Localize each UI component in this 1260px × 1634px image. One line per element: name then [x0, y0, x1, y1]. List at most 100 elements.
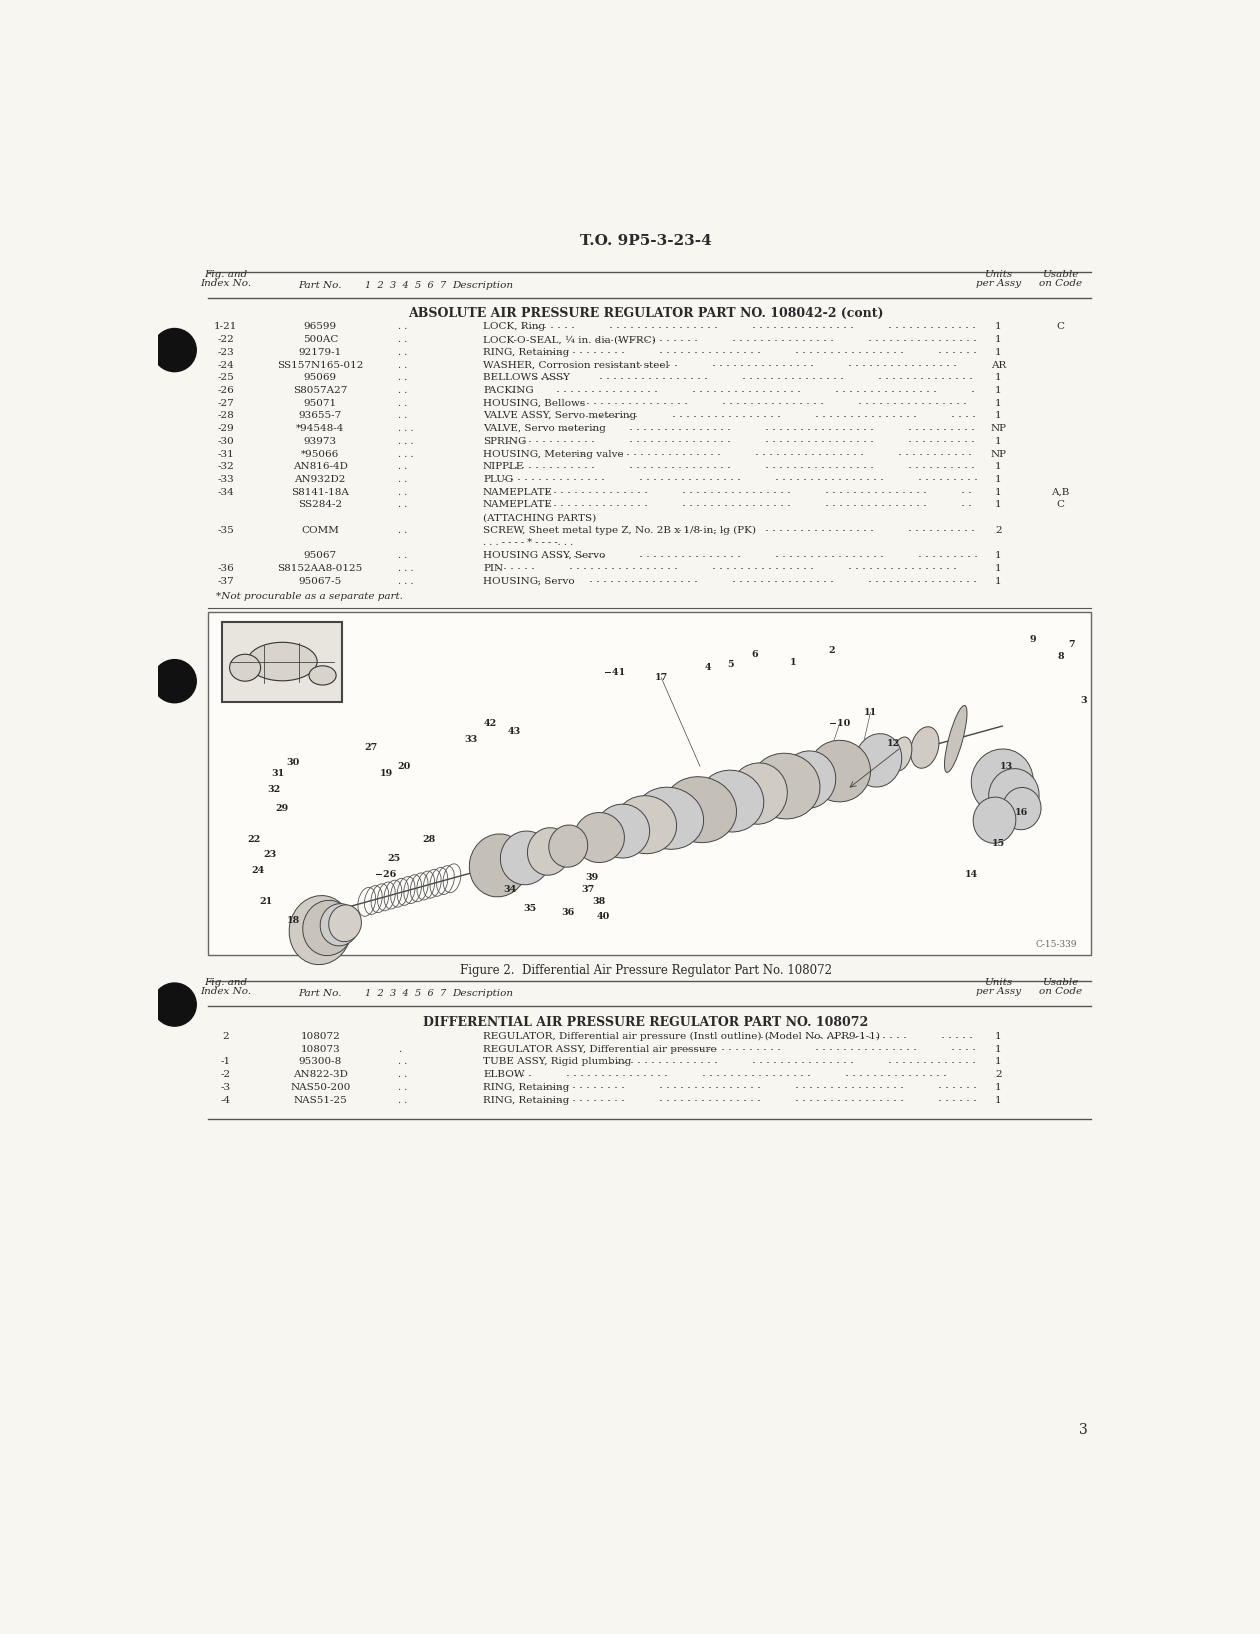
Text: 4: 4	[704, 663, 711, 672]
Ellipse shape	[528, 828, 571, 876]
Text: NP: NP	[990, 425, 1007, 433]
Text: 92179-1: 92179-1	[299, 348, 341, 356]
Text: 1: 1	[995, 577, 1002, 585]
Text: *95066: *95066	[301, 449, 339, 459]
Text: -31: -31	[217, 449, 234, 459]
Text: 95067-5: 95067-5	[299, 577, 341, 585]
Text: -2: -2	[220, 1070, 231, 1078]
Text: 12: 12	[887, 739, 901, 748]
Text: TUBE ASSY, Rigid plumbing: TUBE ASSY, Rigid plumbing	[483, 1057, 631, 1067]
Ellipse shape	[615, 796, 677, 853]
Text: −10: −10	[829, 719, 851, 729]
Text: -33: -33	[217, 475, 234, 484]
Circle shape	[152, 328, 197, 371]
Text: . . .: . . .	[398, 436, 413, 446]
Ellipse shape	[971, 748, 1033, 814]
Text: 2: 2	[828, 647, 835, 655]
Text: 20: 20	[397, 761, 411, 771]
Text: 29: 29	[275, 804, 289, 814]
Ellipse shape	[500, 832, 551, 884]
Text: 1: 1	[995, 373, 1002, 382]
Text: -22: -22	[217, 335, 234, 345]
Text: 1-21: 1-21	[214, 322, 237, 332]
Text: ABSOLUTE AIR PRESSURE REGULATOR PART NO. 108042-2 (cont): ABSOLUTE AIR PRESSURE REGULATOR PART NO.…	[408, 307, 883, 320]
Text: 16: 16	[1016, 807, 1028, 817]
Text: NAS51-25: NAS51-25	[294, 1095, 347, 1105]
Text: S8057A27: S8057A27	[294, 386, 348, 395]
Text: *94548-4: *94548-4	[296, 425, 344, 433]
Text: AN822-3D: AN822-3D	[292, 1070, 348, 1078]
Ellipse shape	[973, 797, 1016, 843]
Ellipse shape	[329, 905, 362, 941]
Text: 18: 18	[286, 915, 300, 925]
Text: 40: 40	[596, 912, 610, 922]
Text: 3: 3	[1079, 1423, 1087, 1436]
Ellipse shape	[634, 788, 703, 850]
Text: WASHER, Corrosion resistant steel: WASHER, Corrosion resistant steel	[483, 361, 669, 369]
Text: 27: 27	[364, 742, 377, 752]
Text: . . .: . . .	[398, 577, 413, 585]
Ellipse shape	[320, 904, 359, 946]
Text: LOCK, Ring: LOCK, Ring	[483, 322, 546, 332]
Text: . .: . .	[398, 335, 407, 345]
Text: .: .	[398, 1044, 401, 1054]
Text: AN932D2: AN932D2	[295, 475, 347, 484]
Text: 8: 8	[1057, 652, 1063, 662]
Text: 95069: 95069	[304, 373, 336, 382]
Text: PACKING: PACKING	[483, 386, 534, 395]
Text: Figure 2.  Differential Air Pressure Regulator Part No. 108072: Figure 2. Differential Air Pressure Regu…	[460, 964, 832, 977]
Text: Fig. and: Fig. and	[204, 270, 247, 279]
Text: Index No.: Index No.	[200, 279, 251, 289]
Text: SPRING: SPRING	[483, 436, 527, 446]
Text: -25: -25	[217, 373, 234, 382]
Text: . .: . .	[398, 412, 407, 420]
Text: Index No.: Index No.	[200, 987, 251, 997]
Ellipse shape	[1002, 788, 1041, 830]
Text: Description: Description	[452, 281, 514, 289]
Text: 42: 42	[484, 719, 498, 729]
Ellipse shape	[911, 727, 939, 768]
Text: SS157N165-012: SS157N165-012	[277, 361, 363, 369]
Text: 93973: 93973	[304, 436, 336, 446]
Text: . .: . .	[398, 500, 407, 510]
Text: . .: . .	[398, 475, 407, 484]
Text: AN816-4D: AN816-4D	[292, 462, 348, 471]
Text: 1: 1	[995, 1033, 1002, 1041]
Text: 1: 1	[995, 1057, 1002, 1067]
Text: 38: 38	[592, 897, 606, 905]
Text: -23: -23	[217, 348, 234, 356]
Text: 1  2  3  4  5  6  7: 1 2 3 4 5 6 7	[365, 281, 446, 289]
Text: -30: -30	[217, 436, 234, 446]
Text: . . .: . . .	[398, 425, 413, 433]
Text: 95300-8: 95300-8	[299, 1057, 341, 1067]
Text: 1: 1	[995, 335, 1002, 345]
Ellipse shape	[730, 763, 788, 824]
Text: 6: 6	[751, 650, 757, 659]
Text: 23: 23	[263, 850, 276, 859]
Text: AR: AR	[990, 361, 1005, 369]
Ellipse shape	[289, 895, 352, 964]
FancyBboxPatch shape	[222, 621, 341, 703]
Text: 39: 39	[585, 874, 598, 882]
Text: REGULATOR ASSY, Differential air pressure: REGULATOR ASSY, Differential air pressur…	[483, 1044, 717, 1054]
Text: . .: . .	[398, 1095, 407, 1105]
Text: Description: Description	[452, 989, 514, 998]
Text: A,B: A,B	[1051, 487, 1070, 497]
Ellipse shape	[664, 776, 737, 843]
Text: 33: 33	[465, 735, 478, 743]
Text: 24: 24	[252, 866, 265, 874]
Text: Fig. and: Fig. and	[204, 979, 247, 987]
Text: -37: -37	[217, 577, 234, 585]
Ellipse shape	[891, 737, 912, 771]
Text: 43: 43	[508, 727, 520, 735]
Text: per Assy: per Assy	[975, 279, 1021, 289]
Text: 28: 28	[422, 835, 436, 843]
Text: . .: . .	[398, 399, 407, 408]
Ellipse shape	[698, 770, 764, 832]
Text: 1: 1	[995, 500, 1002, 510]
Text: per Assy: per Assy	[975, 987, 1021, 997]
Text: VALVE ASSY, Servo metering: VALVE ASSY, Servo metering	[483, 412, 636, 420]
Text: . .: . .	[398, 526, 407, 534]
Text: 14: 14	[965, 869, 978, 879]
Text: HOUSING ASSY, Servo: HOUSING ASSY, Servo	[483, 551, 605, 560]
